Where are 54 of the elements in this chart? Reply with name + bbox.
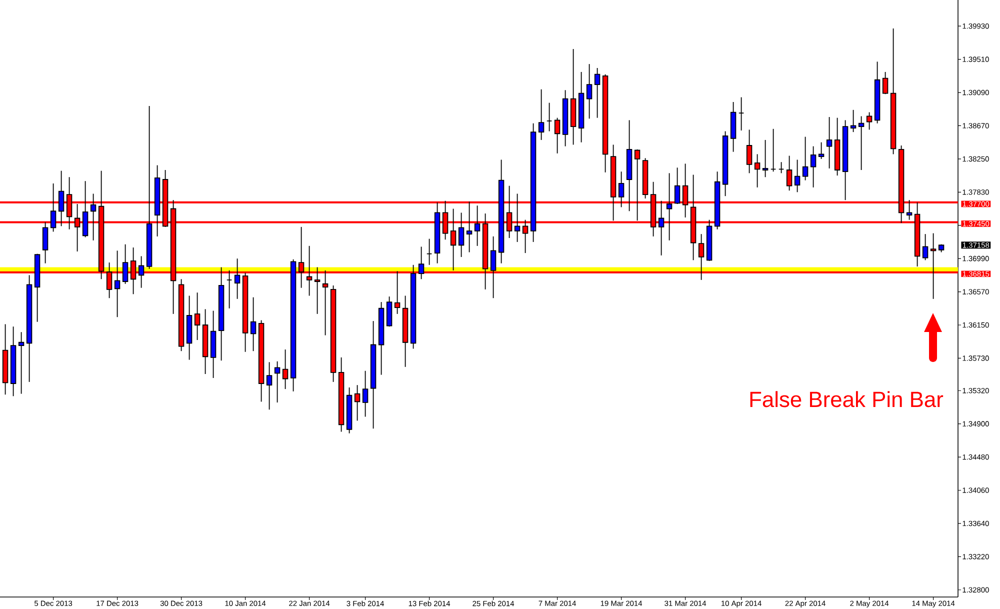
candlestick: [18, 332, 24, 394]
candlestick: [250, 296, 256, 352]
candlestick: [858, 116, 864, 170]
candlestick: [538, 88, 544, 140]
candlestick: [50, 183, 56, 232]
candlestick: [906, 200, 912, 220]
annotation: False Break Pin Bar: [750, 391, 944, 408]
candlestick: [490, 236, 496, 299]
candlestick: [794, 159, 800, 193]
candlestick: [546, 102, 552, 132]
candlestick: [618, 171, 624, 208]
candlestick: [810, 146, 816, 188]
candlestick: [458, 212, 464, 258]
candlestick: [802, 136, 808, 181]
candlestick: [658, 200, 664, 256]
candlestick: [778, 162, 784, 174]
candlestick: [850, 109, 856, 132]
candlestick: [90, 193, 96, 241]
candlestick: [274, 360, 280, 403]
candlestick: [234, 258, 240, 300]
candlestick: [426, 238, 432, 266]
candlestick: [554, 117, 560, 154]
candlestick: [514, 193, 520, 242]
candlestick: [82, 180, 88, 238]
candlestick: [586, 64, 592, 120]
candlestick: [42, 222, 48, 264]
candlestick: [666, 172, 672, 241]
candlestick: [866, 112, 872, 130]
candlestick: [114, 250, 120, 318]
candlestick: [786, 155, 792, 192]
candlestick: [194, 292, 200, 340]
candlestick: [226, 270, 232, 309]
candlestick: [882, 72, 888, 95]
candlestick: [138, 256, 144, 288]
candlestick: [746, 129, 752, 174]
candlestick: [754, 154, 760, 188]
candlestick: [922, 234, 928, 261]
candlestick: [122, 244, 128, 284]
candlestick: [818, 142, 824, 160]
candlestick: [674, 167, 680, 204]
candlestick: [738, 96, 744, 131]
candlestick: [418, 246, 424, 280]
candlestick: [282, 349, 288, 390]
candlestick: [466, 201, 472, 253]
candlestick: [354, 384, 360, 422]
candlestick: [362, 370, 368, 418]
candlestick: [762, 140, 768, 178]
candlestick: [266, 362, 272, 410]
candlestick: [770, 128, 776, 172]
candlestick: [58, 170, 64, 227]
candlestick: [594, 68, 600, 118]
candlestick: [386, 296, 392, 328]
candlestick: [474, 205, 480, 246]
candlestick: [826, 116, 832, 169]
